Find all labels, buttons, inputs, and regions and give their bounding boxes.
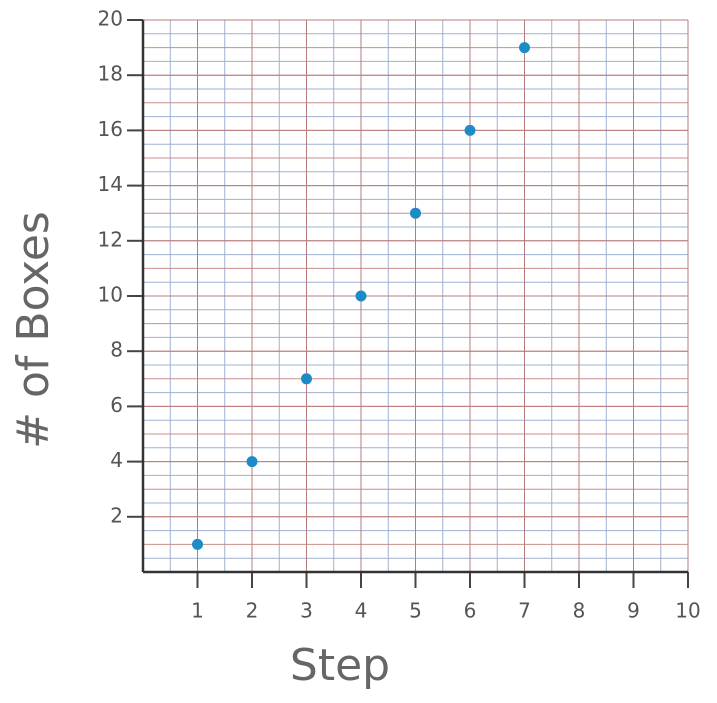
- y-tick-label: 20: [98, 7, 123, 31]
- y-tick-label: 6: [110, 393, 123, 417]
- x-tick-label: 7: [518, 599, 531, 623]
- y-tick-label: 2: [110, 503, 123, 527]
- y-tick-label: 8: [110, 338, 123, 362]
- x-tick-label: 5: [409, 599, 422, 623]
- x-tick-label: 2: [246, 599, 259, 623]
- data-point: [464, 124, 476, 136]
- data-point: [192, 538, 203, 550]
- y-tick-label: 4: [110, 448, 123, 472]
- x-tick-label: 3: [300, 599, 313, 623]
- data-point: [301, 373, 312, 385]
- data-point: [246, 456, 258, 468]
- y-tick-label: 14: [98, 172, 123, 196]
- x-axis-title: Step: [290, 640, 390, 691]
- x-tick-label: 10: [675, 599, 700, 623]
- x-tick-label: 6: [464, 599, 477, 623]
- y-tick-label: 12: [98, 227, 123, 251]
- data-point: [410, 207, 421, 219]
- x-tick-label: 8: [573, 599, 586, 623]
- y-tick-label: 10: [98, 283, 123, 307]
- data-point: [355, 290, 367, 302]
- x-tick-label: 4: [355, 599, 368, 623]
- y-tick-label: 16: [98, 117, 123, 141]
- data-point: [519, 42, 530, 54]
- x-tick-label: 9: [627, 599, 640, 623]
- y-axis-title: # of Boxes: [8, 211, 59, 449]
- y-tick-label: 18: [98, 62, 123, 86]
- x-tick-label: 1: [191, 599, 204, 623]
